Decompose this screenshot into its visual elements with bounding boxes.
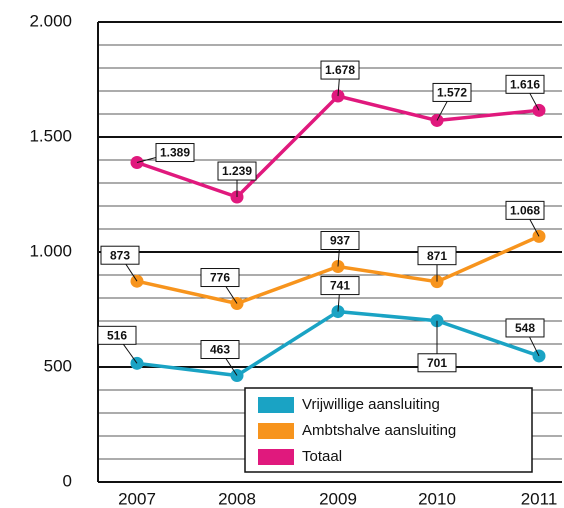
x-tick-label: 2009 — [319, 489, 357, 508]
label-box — [417, 353, 457, 373]
x-tick-label: 2010 — [418, 489, 456, 508]
value-label: 701 — [427, 356, 447, 370]
value-label: 1.068 — [510, 204, 540, 218]
value-label: 741 — [330, 279, 350, 293]
label-box — [505, 200, 545, 220]
value-label: 776 — [210, 271, 230, 285]
label-box — [200, 340, 240, 360]
label-box — [432, 82, 472, 102]
legend-swatch — [258, 449, 294, 465]
value-label: 873 — [110, 248, 130, 262]
label-box — [97, 325, 137, 345]
x-tick-label: 2008 — [218, 489, 256, 508]
y-tick-label: 2.000 — [29, 11, 72, 30]
label-box — [320, 60, 360, 80]
value-label: 548 — [515, 321, 535, 335]
series-line — [136, 94, 540, 200]
label-box — [505, 74, 545, 94]
legend-swatch — [258, 397, 294, 413]
value-label: 1.239 — [222, 164, 252, 178]
label-box — [505, 318, 545, 338]
label-box — [100, 245, 140, 265]
value-label: 516 — [107, 328, 127, 342]
value-label: 937 — [330, 234, 350, 248]
y-tick-label: 1.000 — [29, 241, 72, 260]
label-box — [217, 161, 257, 181]
label-box — [320, 230, 360, 250]
label-box — [200, 268, 240, 288]
x-tick-label: 2011 — [521, 489, 558, 508]
label-box — [155, 143, 195, 163]
legend-label: Ambtshalve aansluiting — [302, 422, 456, 439]
y-tick-label: 0 — [63, 471, 72, 490]
label-box — [417, 246, 457, 266]
legend-swatch — [258, 423, 294, 439]
legend-label: Vrijwillige aansluiting — [302, 396, 440, 413]
value-label: 1.572 — [437, 86, 467, 100]
y-tick-label: 1.500 — [29, 126, 72, 145]
legend-label: Totaal — [302, 448, 342, 465]
label-box — [320, 276, 360, 296]
value-label: 871 — [427, 249, 447, 263]
value-label: 463 — [210, 343, 230, 357]
value-label: 1.678 — [325, 63, 355, 77]
y-tick-label: 500 — [44, 356, 72, 375]
x-tick-label: 2007 — [118, 489, 156, 508]
value-label: 1.616 — [510, 77, 540, 91]
value-label: 1.389 — [160, 146, 190, 160]
